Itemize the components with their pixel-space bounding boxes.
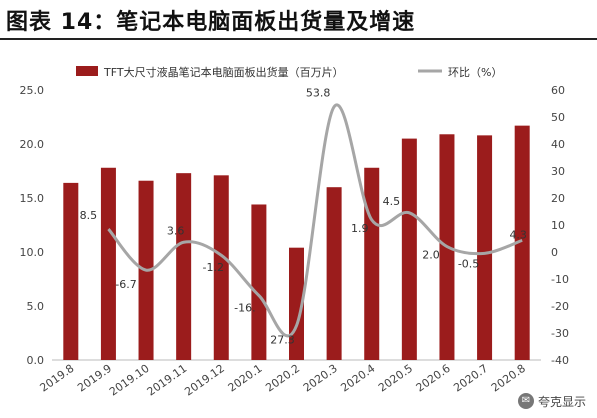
bar-shipments <box>213 175 229 360</box>
line-data-label: 27.3 <box>270 334 295 347</box>
y-right-tick-label: -20 <box>551 300 569 313</box>
y-right-tick-label: 20 <box>551 192 565 205</box>
line-data-label: -6.7 <box>115 278 136 291</box>
watermark: ✉ 夸克显示 <box>514 390 589 412</box>
line-data-label: 1.9 <box>351 222 369 235</box>
y-left-tick-label: 0.0 <box>27 354 45 367</box>
y-left-tick-label: 10.0 <box>20 246 45 259</box>
line-data-label: -1.2 <box>203 261 224 274</box>
x-tick-label: 2020.4 <box>338 362 377 395</box>
y-left-tick-label: 15.0 <box>20 192 45 205</box>
line-data-label: 2.0 <box>422 249 440 262</box>
legend-swatch-bar <box>76 66 98 76</box>
watermark-text: 夸克显示 <box>537 394 586 409</box>
line-data-label: 4.3 <box>509 228 527 241</box>
x-tick-label: 2020.6 <box>414 362 453 395</box>
x-tick-label: 2019.11 <box>145 362 190 399</box>
y-right-tick-label: -10 <box>551 273 569 286</box>
bar-shipments <box>251 204 267 360</box>
title-divider <box>0 38 597 40</box>
chat-icon: ✉ <box>517 393 534 409</box>
line-mom-growth <box>107 103 523 338</box>
y-left-tick-label: 5.0 <box>27 300 45 313</box>
bar-shipments <box>514 125 530 360</box>
y-right-tick-label: 30 <box>551 165 565 178</box>
x-tick-label: 2020.7 <box>451 362 490 395</box>
bar-shipments <box>326 187 342 360</box>
title-bar: 图表 14：笔记本电脑面板出货量及增速 <box>0 0 597 38</box>
chart-title: 图表 14：笔记本电脑面板出货量及增速 <box>6 10 416 35</box>
x-tick-label: 2020.3 <box>301 362 340 395</box>
legend-label-bar: TFT大尺寸液晶笔记本电脑面板出货量（百万片） <box>103 65 344 79</box>
y-right-tick-label: -40 <box>551 354 569 367</box>
x-tick-label: 2019.10 <box>107 362 152 399</box>
y-right-tick-label: 50 <box>551 111 565 124</box>
line-data-label: -16. <box>234 301 255 314</box>
x-tick-label: 2020.1 <box>226 362 265 395</box>
bar-shipments <box>100 167 116 360</box>
y-left-tick-label: 25.0 <box>20 84 45 97</box>
line-data-label: 3.6 <box>167 224 185 237</box>
bar-shipments <box>364 167 380 360</box>
bar-shipments <box>63 182 79 360</box>
y-right-tick-label: 10 <box>551 219 565 232</box>
line-data-label: 4.5 <box>383 195 401 208</box>
y-right-tick-label: 40 <box>551 138 565 151</box>
bar-shipments <box>401 138 417 360</box>
line-data-label: -0.5 <box>458 257 479 270</box>
legend-label-line: 环比（%） <box>448 66 502 79</box>
line-data-label: 8.5 <box>80 209 98 222</box>
y-right-tick-label: 60 <box>551 84 565 97</box>
x-tick-label: 2020.2 <box>263 362 302 395</box>
x-tick-label: 2019.12 <box>182 362 227 399</box>
x-tick-label: 2020.5 <box>376 362 415 395</box>
y-left-tick-label: 20.0 <box>20 138 45 151</box>
y-right-tick-label: -30 <box>551 327 569 340</box>
bar-shipments <box>176 173 192 360</box>
line-data-label: 53.8 <box>306 87 331 100</box>
y-right-tick-label: 0 <box>551 246 558 259</box>
bar-shipments <box>477 135 493 360</box>
